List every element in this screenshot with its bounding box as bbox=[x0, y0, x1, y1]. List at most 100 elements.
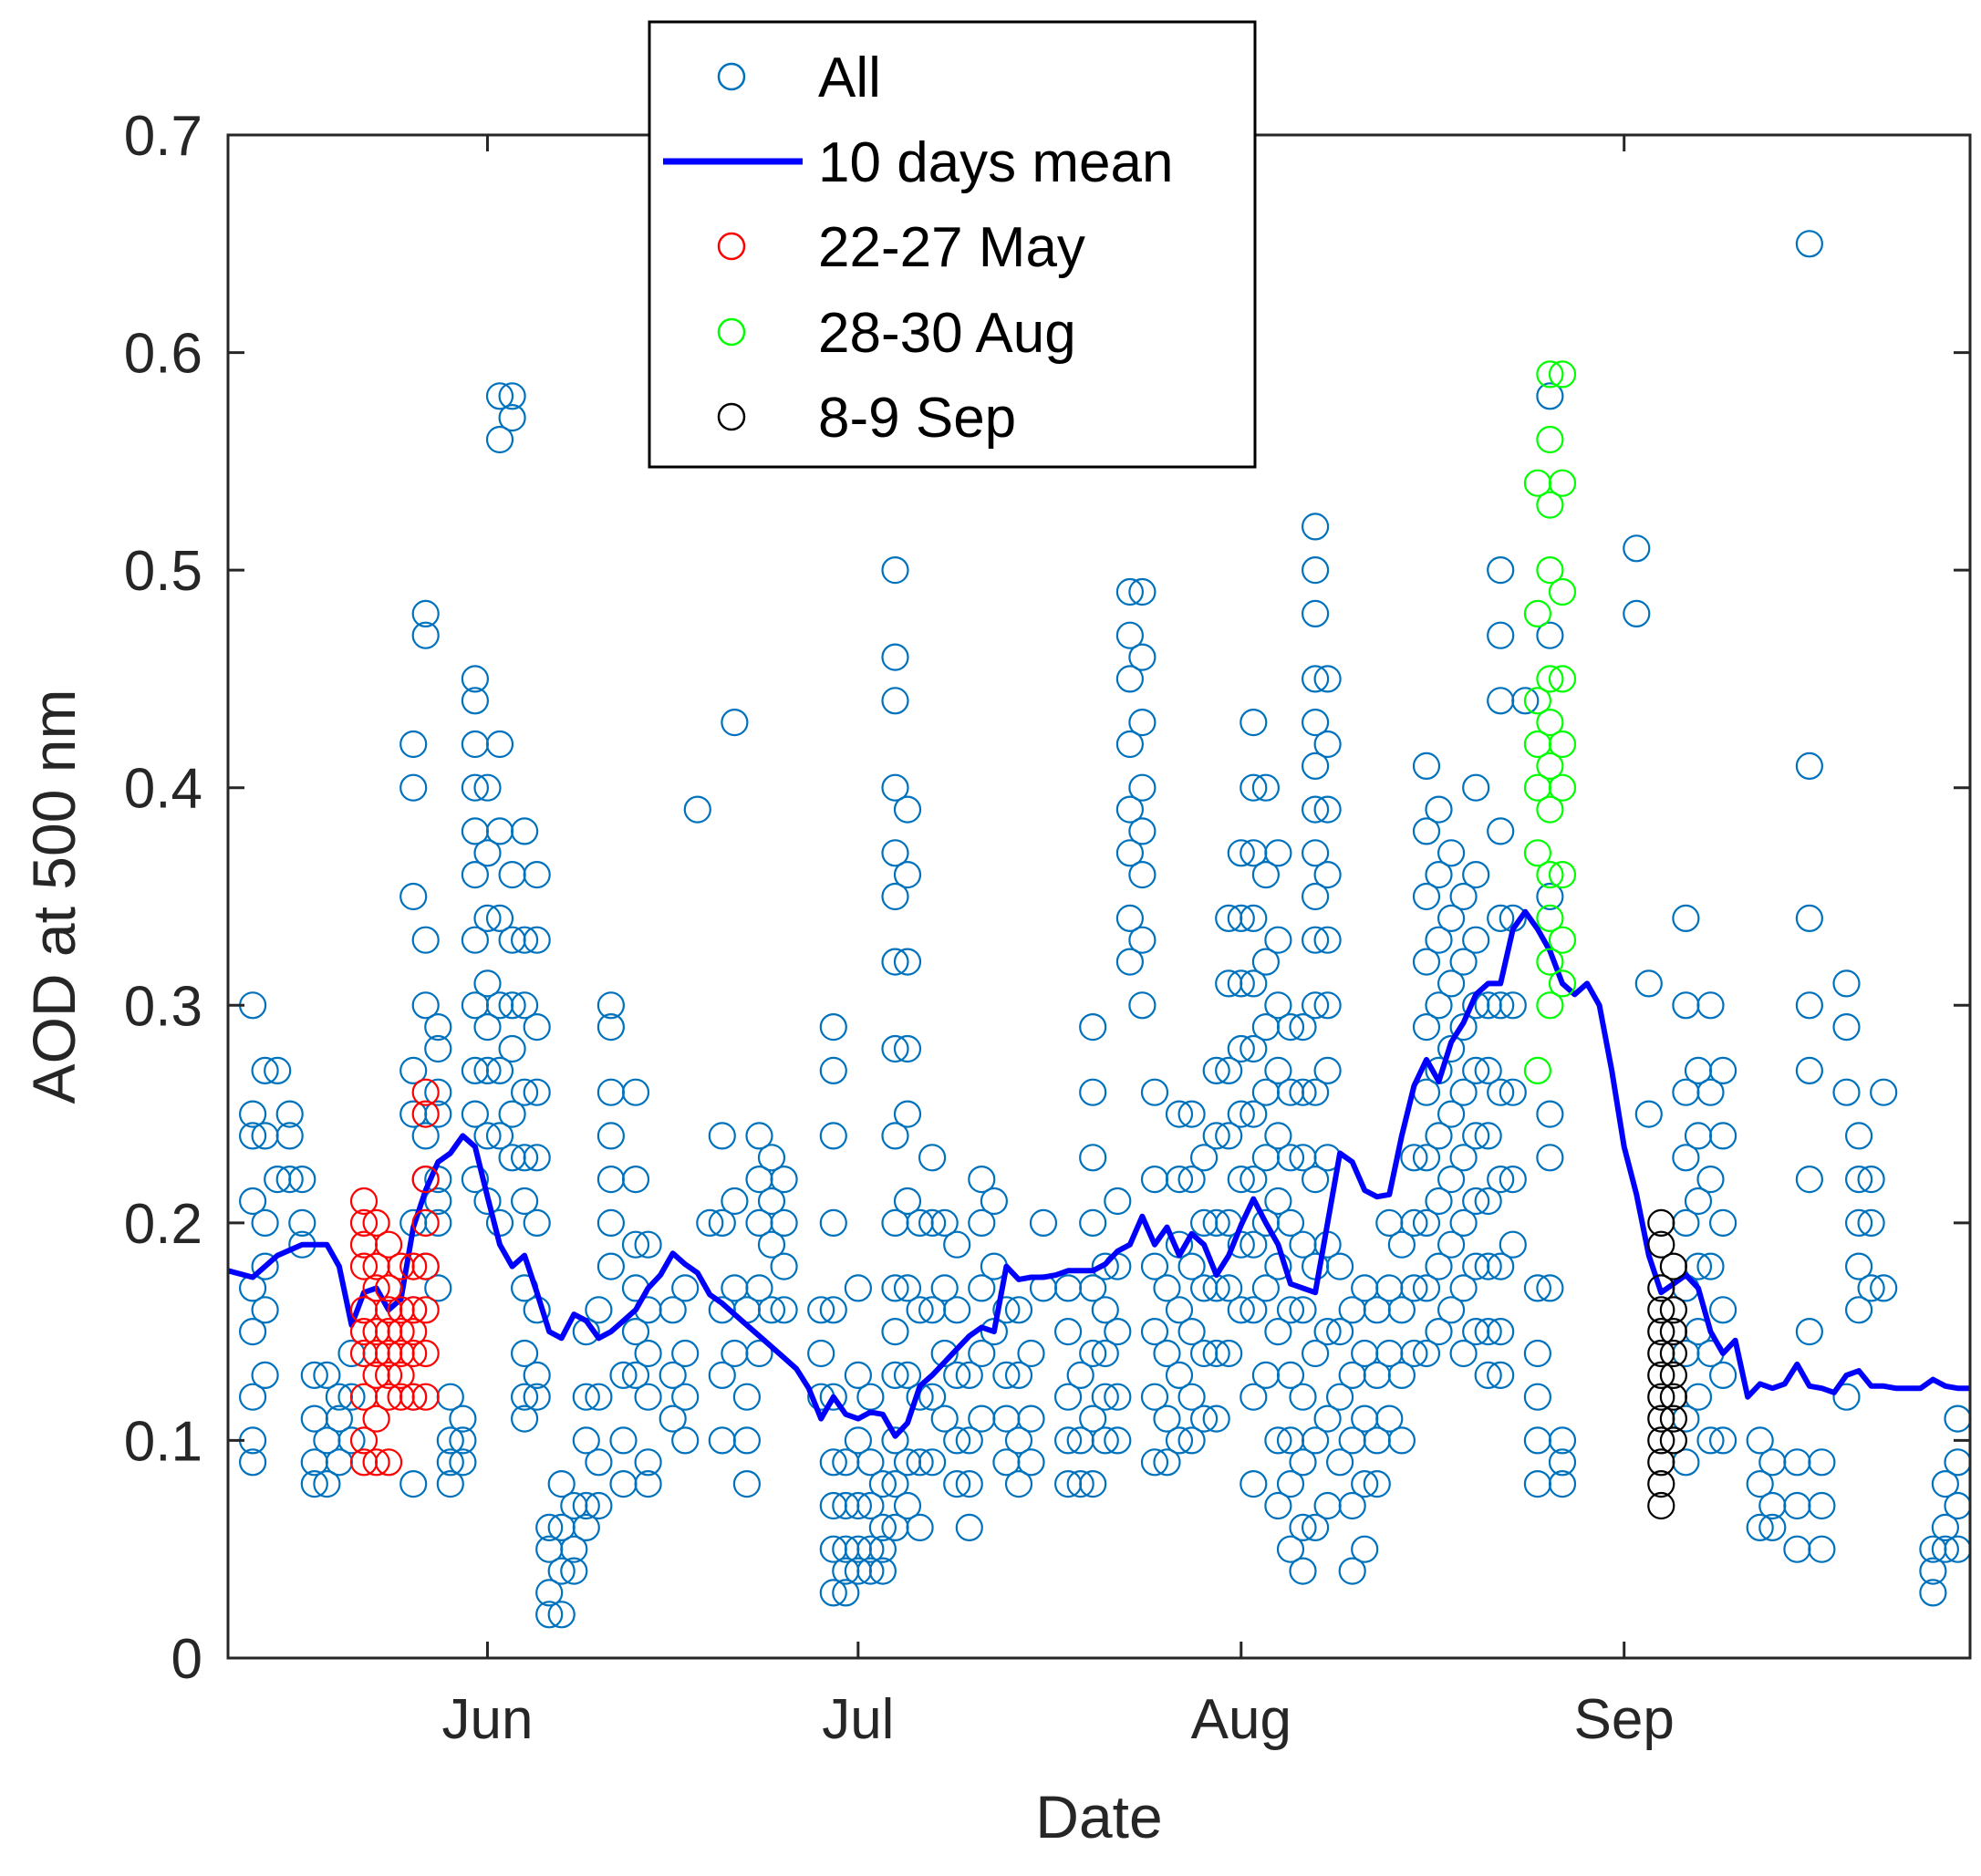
point-all bbox=[1177, 1317, 1206, 1346]
point-all bbox=[770, 1165, 798, 1194]
point-all bbox=[510, 817, 539, 845]
point-all bbox=[819, 1208, 847, 1238]
point-all bbox=[1264, 1491, 1292, 1520]
point-all bbox=[399, 730, 428, 759]
point-22-27-may bbox=[399, 1317, 428, 1346]
point-all bbox=[1325, 1383, 1354, 1411]
x-tick-label: Aug bbox=[1191, 1688, 1291, 1751]
point-all bbox=[1696, 1078, 1725, 1106]
point-8-9-sep bbox=[1647, 1208, 1675, 1238]
point-all bbox=[1177, 1165, 1206, 1194]
point-all bbox=[1313, 795, 1342, 824]
point-all bbox=[1276, 1012, 1305, 1042]
point-all bbox=[1400, 1208, 1428, 1238]
point-22-27-may bbox=[362, 1404, 390, 1433]
point-all bbox=[1313, 926, 1342, 954]
point-all bbox=[1276, 1208, 1305, 1238]
y-axis-ticks: 0 0.1 0.2 0.3 0.4 0.5 0.6 0.7 bbox=[124, 105, 1970, 1691]
point-all bbox=[856, 1557, 885, 1585]
point-all bbox=[288, 1208, 316, 1238]
point-all bbox=[1115, 730, 1145, 759]
point-all bbox=[819, 1579, 847, 1607]
point-all bbox=[609, 1361, 638, 1390]
point-all bbox=[1412, 751, 1441, 781]
point-all bbox=[881, 1274, 909, 1302]
point-all bbox=[1165, 1296, 1194, 1324]
point-all bbox=[968, 1339, 996, 1368]
point-all bbox=[1325, 1252, 1354, 1280]
point-all bbox=[671, 1383, 700, 1411]
point-all bbox=[881, 1426, 909, 1455]
point-all bbox=[436, 1469, 464, 1498]
point-all bbox=[1104, 1187, 1132, 1216]
y-tick-label: 0.7 bbox=[124, 105, 202, 168]
point-all bbox=[399, 882, 428, 911]
point-all bbox=[275, 1122, 304, 1150]
point-22-27-may bbox=[399, 1339, 428, 1368]
x-tick-label: Jun bbox=[441, 1688, 533, 1751]
point-22-27-may bbox=[411, 1100, 440, 1128]
point-all bbox=[930, 1274, 959, 1302]
point-all bbox=[1363, 1469, 1391, 1498]
point-all bbox=[411, 991, 440, 1020]
point-all bbox=[473, 773, 502, 802]
point-8-9-sep bbox=[1659, 1426, 1688, 1455]
point-all bbox=[893, 1100, 922, 1128]
point-all bbox=[424, 1274, 452, 1302]
point-all bbox=[708, 1122, 736, 1150]
point-all bbox=[523, 1383, 551, 1411]
point-all bbox=[1436, 1100, 1466, 1128]
point-all bbox=[1301, 795, 1330, 824]
point-28-30-aug bbox=[1548, 360, 1577, 389]
point-all bbox=[1474, 1122, 1502, 1150]
point-all bbox=[1325, 1448, 1354, 1477]
point-all bbox=[634, 1448, 662, 1477]
point-all bbox=[881, 948, 909, 976]
point-all bbox=[399, 773, 428, 802]
legend-box bbox=[648, 20, 1257, 469]
point-all bbox=[1140, 1383, 1169, 1411]
point-all bbox=[1301, 926, 1330, 954]
point-all bbox=[1301, 599, 1330, 628]
point-all bbox=[745, 1274, 773, 1302]
point-all bbox=[510, 1339, 539, 1368]
point-all bbox=[1536, 1274, 1564, 1302]
point-all bbox=[881, 687, 909, 715]
point-all bbox=[1115, 904, 1145, 933]
point-all bbox=[1387, 1426, 1416, 1455]
point-all bbox=[968, 1208, 996, 1238]
point-28-30-aug bbox=[1536, 991, 1564, 1020]
point-all bbox=[832, 1579, 860, 1607]
point-22-27-may bbox=[387, 1361, 415, 1390]
point-8-9-sep bbox=[1647, 1361, 1675, 1390]
point-all bbox=[461, 926, 490, 954]
point-all bbox=[893, 1274, 922, 1302]
point-all bbox=[239, 1122, 267, 1150]
line-10-days-mean bbox=[227, 908, 1970, 1439]
point-all bbox=[1696, 1252, 1725, 1280]
point-22-27-may bbox=[349, 1208, 379, 1238]
point-all bbox=[1251, 948, 1281, 976]
point-all bbox=[1165, 1165, 1194, 1194]
point-all bbox=[485, 425, 514, 454]
point-all bbox=[1301, 991, 1330, 1020]
point-all bbox=[251, 1252, 279, 1280]
point-all bbox=[251, 1208, 279, 1238]
point-all bbox=[1189, 1144, 1219, 1172]
point-all bbox=[1066, 1469, 1094, 1498]
point-all bbox=[1128, 577, 1156, 606]
point-all bbox=[1239, 1100, 1268, 1128]
point-all bbox=[239, 1100, 267, 1128]
point-all bbox=[585, 1383, 613, 1411]
point-all bbox=[1474, 1252, 1502, 1280]
point-all bbox=[757, 1296, 786, 1324]
point-all bbox=[1795, 904, 1824, 933]
point-all bbox=[449, 1448, 477, 1477]
point-22-27-may bbox=[399, 1296, 428, 1324]
point-all bbox=[1708, 1122, 1737, 1150]
point-all bbox=[1436, 839, 1466, 867]
point-28-30-aug bbox=[1548, 730, 1577, 759]
point-all bbox=[461, 687, 490, 715]
point-all bbox=[1387, 1296, 1416, 1324]
point-all bbox=[1313, 730, 1342, 759]
